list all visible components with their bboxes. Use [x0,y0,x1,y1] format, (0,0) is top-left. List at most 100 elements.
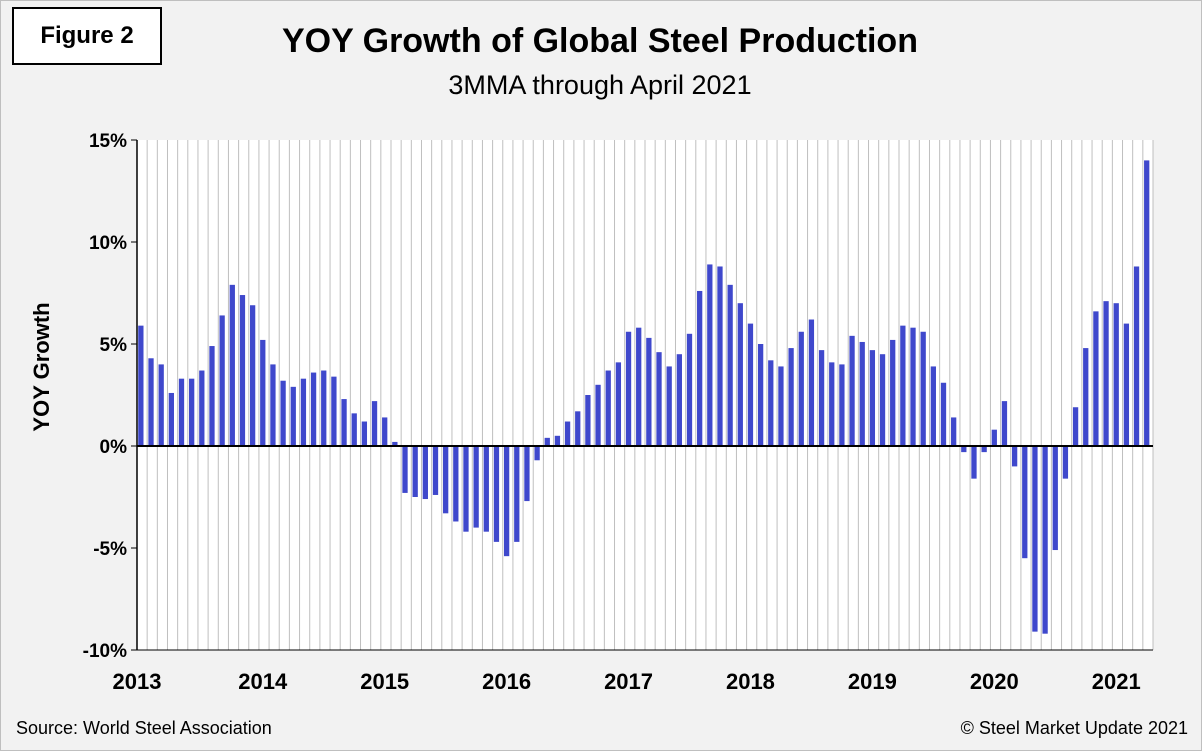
bar [1083,348,1089,446]
bar [768,360,774,446]
bar [930,366,936,446]
bar [564,421,571,446]
bar [178,378,185,446]
y-tick-label: -10% [83,641,127,662]
bar [900,325,906,446]
bar [605,370,611,446]
bar [625,331,632,446]
bar [595,384,601,446]
bar [249,305,256,446]
bar [676,354,682,446]
x-tick-label: 2018 [726,669,775,694]
bar [636,327,642,446]
bar [991,429,997,446]
bar [971,446,977,479]
bar [798,331,804,446]
bar [219,315,225,446]
x-tick-label: 2020 [970,669,1019,694]
bar [300,378,307,446]
bar [615,362,622,446]
bar [1144,160,1150,446]
bar [788,348,794,446]
bar [280,380,286,446]
bar [148,358,154,446]
y-tick-label: -5% [93,539,127,560]
bar [951,417,957,446]
x-tick-label: 2016 [482,669,531,694]
y-axis-label: YOY Growth [29,302,54,432]
figure-label: Figure 2 [12,7,162,65]
bar [138,325,144,446]
bar [524,446,530,502]
bar [839,364,845,446]
bar [554,435,561,446]
bar [818,350,825,446]
bar [747,323,754,446]
bar [879,354,886,446]
bar [331,376,337,446]
bar [463,446,469,532]
bar [544,437,550,446]
bar [229,284,235,446]
bar [707,264,713,446]
bar [321,370,327,446]
bar [1113,303,1119,446]
bar [849,335,855,446]
x-tick-label: 2014 [238,669,288,694]
bar [717,266,723,446]
source-note: Source: World Steel Association [16,718,272,738]
bar [473,446,479,528]
bar [260,339,266,446]
bar [1093,311,1099,446]
bar [199,370,205,446]
bar [737,303,743,446]
bar [1032,446,1038,632]
bar [646,337,652,446]
bar [778,366,784,446]
bar [382,417,388,446]
x-tick-label: 2021 [1092,669,1141,694]
bar [412,446,418,497]
bar [757,344,764,446]
bar [351,413,357,446]
bar [270,364,276,446]
bar [402,446,408,493]
bar [341,399,347,446]
bar [686,333,693,446]
bar [666,366,672,446]
bar [392,441,398,446]
bar [920,331,926,446]
bar [940,382,947,446]
bar [981,446,987,453]
bar [1123,323,1130,446]
bar [961,446,967,453]
bar [808,319,815,446]
bar [1103,301,1109,446]
bar [727,284,733,446]
bar [453,446,459,522]
bar [310,372,317,446]
bar [189,378,195,446]
bar [1011,446,1018,467]
bar [1062,446,1069,479]
bar [443,446,449,514]
x-tick-label: 2017 [604,669,653,694]
bar [910,327,916,446]
bar [290,386,296,446]
bar [585,395,591,446]
copyright-note: © Steel Market Update 2021 [960,718,1188,738]
bar [514,446,520,542]
bar [890,339,896,446]
bar [1001,401,1008,446]
bar [1072,407,1079,446]
bar [371,401,378,446]
bar [829,362,835,446]
bar [1052,446,1058,551]
x-tick-label: 2019 [848,669,897,694]
bar [1133,266,1140,446]
bar [869,350,876,446]
x-tick-label: 2015 [360,669,409,694]
bar [503,446,510,557]
bar [697,290,703,446]
